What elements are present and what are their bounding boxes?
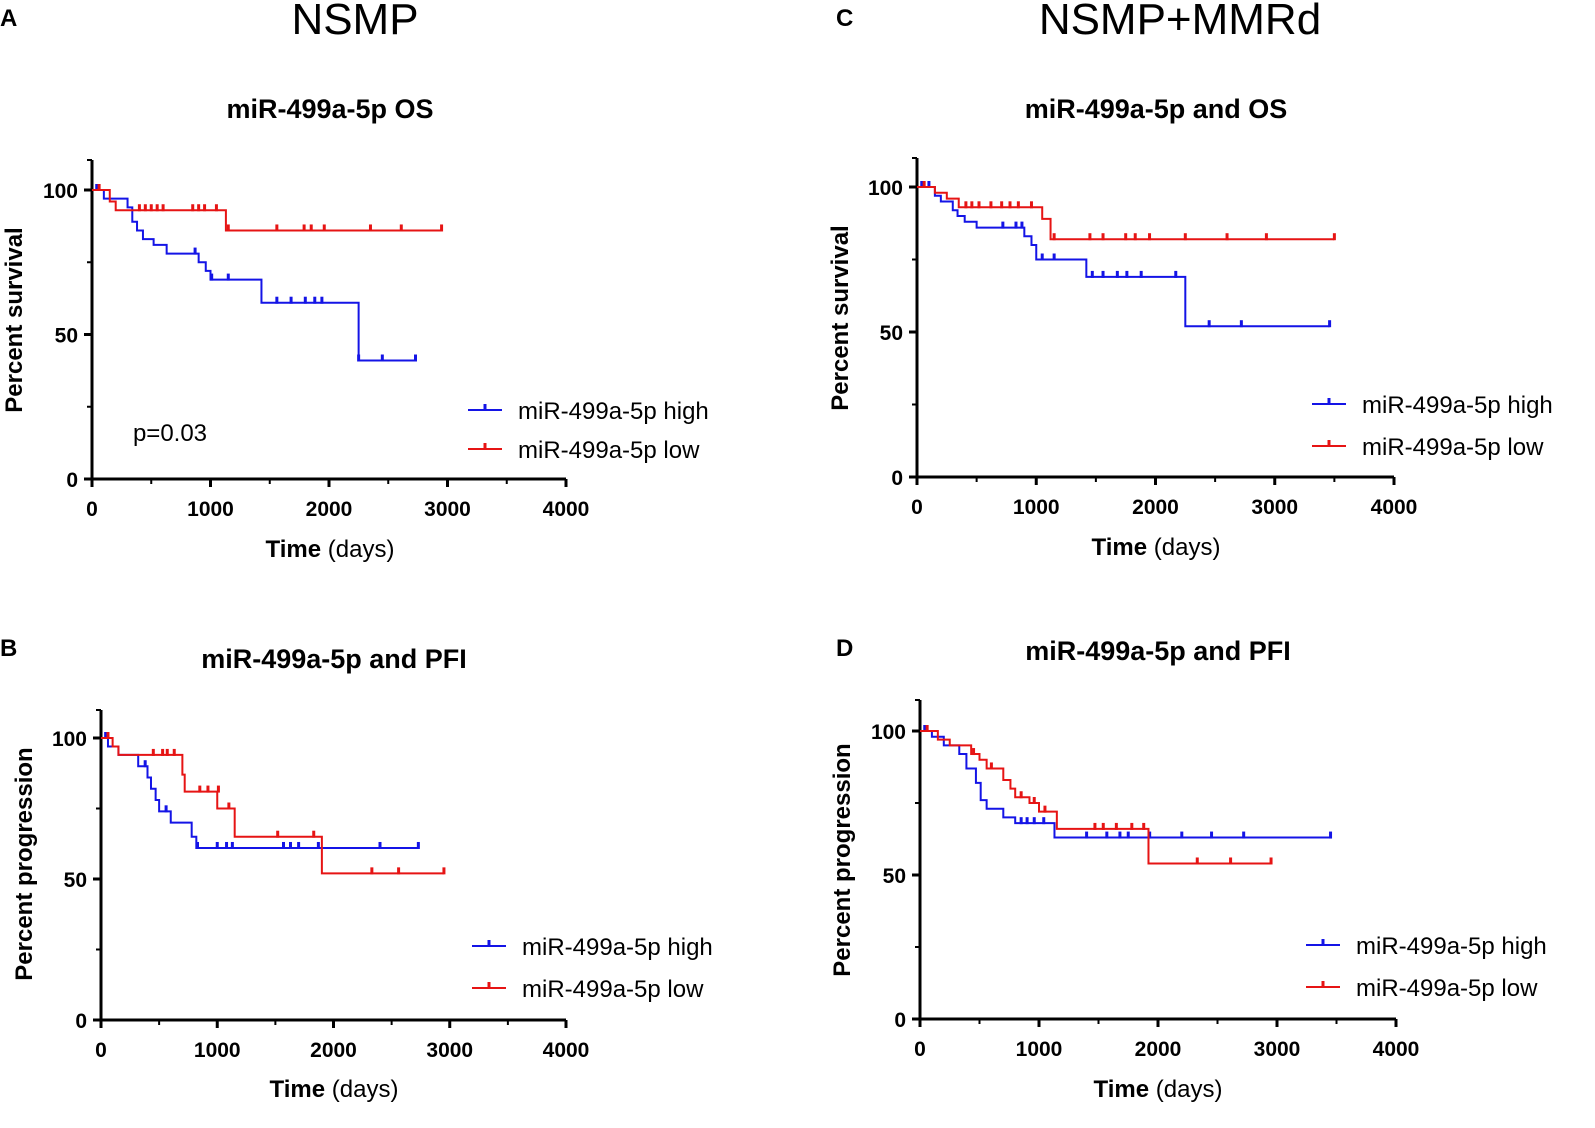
y-axis-label: Percent survival [1, 227, 28, 412]
group-header-nsmp: NSMP [291, 0, 418, 44]
y-axis-label: Percent progression [829, 743, 856, 976]
x-tick-label: 1000 [194, 1039, 241, 1062]
x-tick-label: 4000 [1373, 1038, 1420, 1061]
x-axis-label-unit: (days) [1154, 534, 1221, 561]
x-tick-label: 4000 [543, 1039, 590, 1062]
legend-label-high: miR-499a-5p high [518, 398, 709, 425]
x-tick-label: 1000 [187, 498, 234, 521]
series-line-high [92, 189, 416, 362]
x-tick-label: 3000 [1251, 496, 1298, 519]
x-axis-label-unit: (days) [332, 1076, 399, 1103]
x-axis-label: Time (days) [270, 1076, 399, 1103]
x-tick-label: 0 [911, 496, 923, 519]
x-tick-label: 0 [914, 1038, 926, 1061]
x-axis-label-main: Time [270, 1076, 332, 1103]
x-tick-label: 2000 [1135, 1038, 1182, 1061]
x-tick-label: 4000 [1371, 496, 1418, 519]
x-tick-label: 3000 [424, 498, 471, 521]
y-tick-label: 50 [55, 325, 78, 348]
panel-letter: D [836, 635, 853, 662]
p-value-annotation: p=0.03 [133, 420, 207, 447]
y-axis-label: Percent survival [827, 225, 854, 410]
x-tick-label: 1000 [1013, 496, 1060, 519]
legend-label-low: miR-499a-5p low [522, 976, 704, 1003]
chart-title: miR-499a-5p and PFI [201, 644, 467, 674]
panel-letter: B [0, 635, 17, 662]
y-axis-label: Percent progression [11, 747, 38, 980]
x-tick-label: 2000 [306, 498, 353, 521]
legend-label-high: miR-499a-5p high [1362, 392, 1553, 419]
x-axis-label: Time (days) [1094, 1076, 1223, 1103]
x-tick-label: 3000 [1254, 1038, 1301, 1061]
chart-title: miR-499a-5p and PFI [1025, 636, 1291, 666]
series-line-high [917, 186, 1330, 328]
x-tick-label: 0 [95, 1039, 107, 1062]
panel-letter: A [0, 5, 17, 32]
panel-letter: C [836, 5, 853, 32]
x-axis-label-main: Time [1092, 534, 1154, 561]
y-tick-label: 100 [868, 177, 903, 200]
legend-label-low: miR-499a-5p low [518, 437, 700, 464]
y-tick-label: 100 [871, 721, 906, 744]
x-axis-label-unit: (days) [328, 536, 395, 563]
x-axis-label-main: Time [1094, 1076, 1156, 1103]
y-tick-label: 0 [75, 1010, 87, 1033]
y-tick-label: 100 [43, 180, 78, 203]
y-tick-label: 50 [883, 865, 906, 888]
x-tick-label: 2000 [1132, 496, 1179, 519]
legend-label-low: miR-499a-5p low [1356, 975, 1538, 1002]
x-tick-label: 1000 [1016, 1038, 1063, 1061]
series-line-low [92, 189, 442, 232]
chart-title: miR-499a-5p and OS [1025, 94, 1288, 124]
series-line-low [920, 730, 1272, 865]
group-header-nsmp-mmrd: NSMP+MMRd [1039, 0, 1321, 44]
x-tick-label: 0 [86, 498, 98, 521]
x-axis-label-main: Time [266, 536, 328, 563]
x-axis-label-unit: (days) [1156, 1076, 1223, 1103]
series-line-high [920, 730, 1331, 839]
legend-label-high: miR-499a-5p high [1356, 933, 1547, 960]
legend-label-low: miR-499a-5p low [1362, 434, 1544, 461]
y-tick-label: 50 [880, 322, 903, 345]
x-tick-label: 3000 [426, 1039, 473, 1062]
x-axis-label: Time (days) [1092, 534, 1221, 561]
y-tick-label: 50 [64, 869, 87, 892]
x-tick-label: 2000 [310, 1039, 357, 1062]
y-tick-label: 0 [66, 469, 78, 492]
x-tick-label: 4000 [543, 498, 590, 521]
legend-label-high: miR-499a-5p high [522, 934, 713, 961]
series-line-low [101, 737, 444, 875]
y-tick-label: 0 [894, 1009, 906, 1032]
y-tick-label: 0 [891, 467, 903, 490]
series-line-low [917, 186, 1335, 241]
chart-title: miR-499a-5p OS [226, 94, 433, 124]
y-tick-label: 100 [52, 728, 87, 751]
x-axis-label: Time (days) [266, 536, 395, 563]
